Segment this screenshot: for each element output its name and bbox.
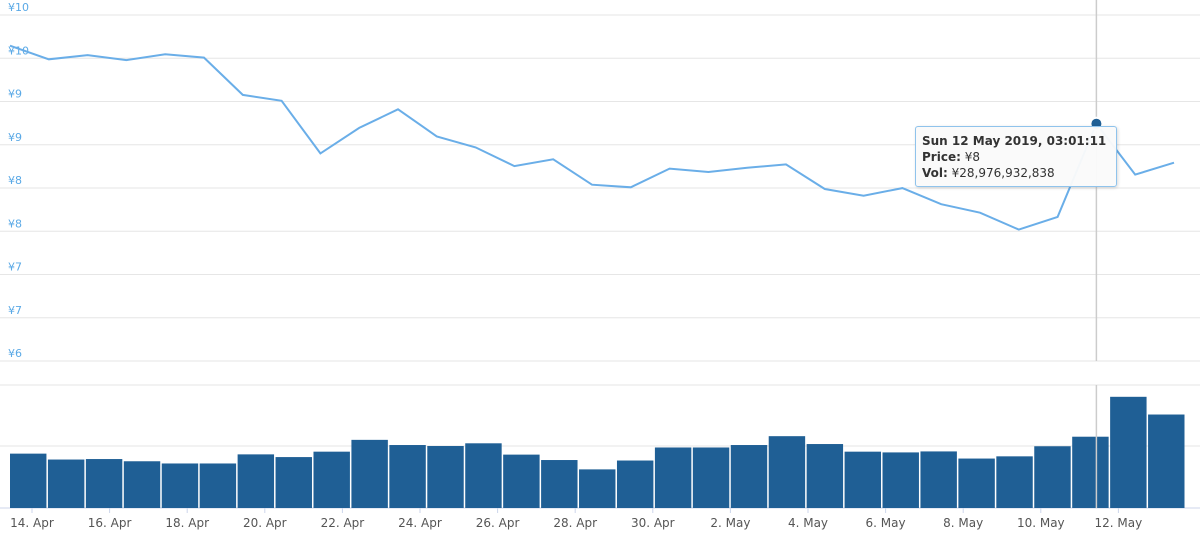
x-tick-label: 26. Apr xyxy=(476,516,520,530)
x-tick-label: 14. Apr xyxy=(10,516,54,530)
volume-bar xyxy=(161,463,199,508)
volume-bar xyxy=(616,460,654,508)
volume-bar xyxy=(351,439,388,508)
x-tick-label: 10. May xyxy=(1017,516,1065,530)
x-tick-label: 2. May xyxy=(710,516,750,530)
x-tick-label: 30. Apr xyxy=(631,516,675,530)
volume-bar xyxy=(313,451,350,508)
volume-bar xyxy=(1072,436,1109,508)
volume-bar xyxy=(85,459,123,508)
tooltip-vol-label: Vol: xyxy=(922,166,948,180)
tooltip-price-label: Price: xyxy=(922,150,961,164)
volume-bar xyxy=(844,451,882,508)
x-tick-label: 6. May xyxy=(866,516,906,530)
hover-tooltip: Sun 12 May 2019, 03:01:11 Price: ¥8 Vol:… xyxy=(915,126,1118,187)
tooltip-vol-value: ¥28,976,932,838 xyxy=(951,166,1055,180)
x-tick-label: 20. Apr xyxy=(243,516,287,530)
y-tick-label: ¥8 xyxy=(8,174,22,187)
tooltip-price-value: ¥8 xyxy=(964,150,980,164)
volume-bar xyxy=(730,445,768,508)
volume-bar xyxy=(996,456,1033,508)
x-tick-label: 28. Apr xyxy=(553,516,597,530)
volume-bar xyxy=(389,445,426,508)
y-tick-label: ¥9 xyxy=(8,88,22,101)
y-tick-label: ¥7 xyxy=(8,304,22,317)
volume-bar xyxy=(10,453,47,508)
x-tick-label: 24. Apr xyxy=(398,516,442,530)
x-tick-label: 22. Apr xyxy=(321,516,365,530)
y-tick-label: ¥6 xyxy=(8,347,22,360)
volume-bar xyxy=(47,459,85,508)
x-tick-label: 12. May xyxy=(1095,516,1143,530)
x-tick-label: 18. Apr xyxy=(165,516,209,530)
volume-bar xyxy=(882,452,919,508)
volume-bar xyxy=(427,446,464,508)
tooltip-price-row: Price: ¥8 xyxy=(922,149,1106,165)
volume-bar xyxy=(920,451,957,508)
y-tick-label: ¥10 xyxy=(8,1,29,14)
volume-bar xyxy=(503,454,540,508)
volume-bar xyxy=(1110,396,1147,508)
volume-bar xyxy=(275,457,312,508)
x-tick-label: 16. Apr xyxy=(88,516,132,530)
volume-bar xyxy=(768,436,806,508)
volume-bar xyxy=(806,444,844,508)
y-tick-label: ¥7 xyxy=(8,261,22,274)
x-tick-label: 8. May xyxy=(943,516,983,530)
volume-bar xyxy=(1148,414,1185,508)
volume-bar xyxy=(237,454,275,508)
volume-bar xyxy=(199,463,237,508)
volume-bar xyxy=(654,447,692,508)
price-line xyxy=(9,44,1175,231)
y-tick-label: ¥9 xyxy=(8,131,22,144)
volume-bar xyxy=(1034,446,1071,508)
y-tick-label: ¥8 xyxy=(8,217,22,230)
tooltip-date: Sun 12 May 2019, 03:01:11 xyxy=(922,134,1107,148)
volume-bar xyxy=(958,458,995,508)
tooltip-vol-row: Vol: ¥28,976,932,838 xyxy=(922,165,1106,181)
volume-bar xyxy=(541,460,578,508)
volume-bar xyxy=(692,447,730,508)
volume-bar xyxy=(123,461,161,508)
volume-bar xyxy=(465,443,502,508)
x-tick-label: 4. May xyxy=(788,516,828,530)
volume-bar xyxy=(579,469,616,508)
